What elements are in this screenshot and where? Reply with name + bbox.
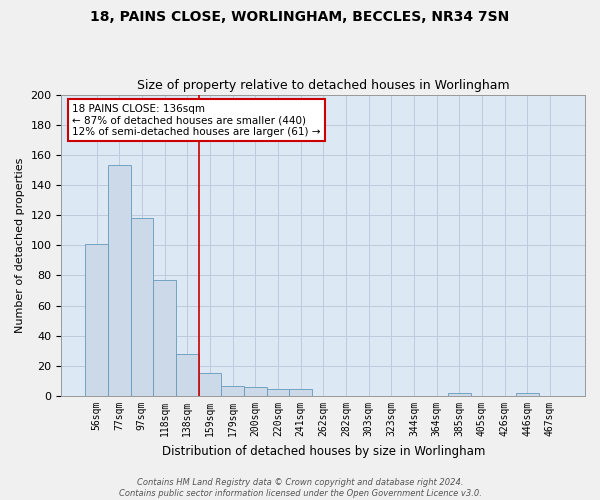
Bar — [266, 388, 289, 396]
Text: Contains HM Land Registry data © Crown copyright and database right 2024.
Contai: Contains HM Land Registry data © Crown c… — [119, 478, 481, 498]
Bar — [289, 388, 312, 396]
X-axis label: Distribution of detached houses by size in Worlingham: Distribution of detached houses by size … — [161, 444, 485, 458]
Bar — [176, 354, 199, 396]
Bar — [108, 166, 131, 396]
Bar — [221, 386, 244, 396]
Title: Size of property relative to detached houses in Worlingham: Size of property relative to detached ho… — [137, 79, 509, 92]
Bar — [516, 393, 539, 396]
Bar — [244, 387, 266, 396]
Text: 18 PAINS CLOSE: 136sqm
← 87% of detached houses are smaller (440)
12% of semi-de: 18 PAINS CLOSE: 136sqm ← 87% of detached… — [72, 104, 320, 137]
Text: 18, PAINS CLOSE, WORLINGHAM, BECCLES, NR34 7SN: 18, PAINS CLOSE, WORLINGHAM, BECCLES, NR… — [91, 10, 509, 24]
Bar — [153, 280, 176, 396]
Bar — [448, 393, 470, 396]
Bar — [85, 244, 108, 396]
Bar — [199, 374, 221, 396]
Bar — [131, 218, 153, 396]
Y-axis label: Number of detached properties: Number of detached properties — [15, 158, 25, 333]
